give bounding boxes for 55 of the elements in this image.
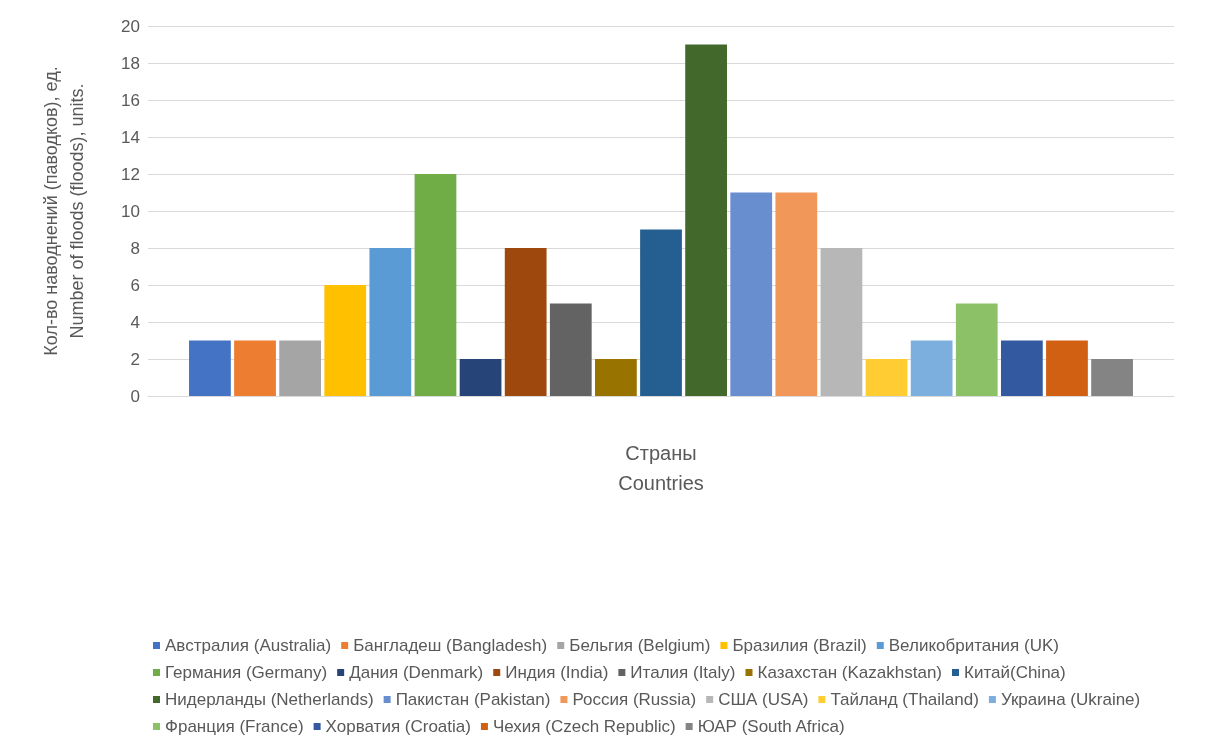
- y-tick-label: 14: [121, 127, 140, 147]
- legend-label: Бельгия (Belgium): [569, 636, 711, 655]
- legend-label: США (USA): [718, 690, 809, 709]
- legend-label: Индия (India): [505, 663, 609, 682]
- y-tick-label: 2: [130, 349, 140, 369]
- legend-label: Тайланд (Thailand): [830, 690, 979, 709]
- y-tick-label: 18: [121, 53, 140, 73]
- legend-label: Германия (Germany): [165, 663, 328, 682]
- bar: [1091, 359, 1133, 396]
- bar: [820, 248, 863, 396]
- legend-label: Австралия (Australia): [165, 636, 332, 655]
- y-tick-label: 6: [130, 275, 140, 295]
- legend-label: Пакистан (Pakistan): [395, 690, 551, 709]
- legend-label: Дания (Denmark): [349, 663, 484, 682]
- bar: [414, 174, 457, 396]
- legend-label: Казахстан (Kazakhstan): [757, 663, 943, 682]
- y-tick-label: 0: [130, 386, 140, 406]
- y-tick-label: 12: [121, 164, 140, 184]
- bar: [865, 359, 908, 396]
- y-tick-label: 4: [130, 312, 140, 332]
- legend-label: Россия (Russia): [572, 690, 697, 709]
- y-tick-label: 8: [130, 238, 140, 258]
- bar: [775, 192, 818, 396]
- legend-label: Китай(China): [964, 663, 1066, 682]
- legend-label: Украина (Ukraine): [1000, 690, 1141, 709]
- legend-label: Хорватия (Croatia): [325, 717, 471, 736]
- bar: [279, 340, 322, 396]
- bar: [324, 285, 367, 396]
- legend-label: Нидерланды (Netherlands): [165, 690, 374, 709]
- x-axis-title: Страны Countries: [618, 442, 704, 494]
- bar: [459, 359, 502, 396]
- bar: [910, 340, 953, 396]
- legend-label: Италия (Italy): [630, 663, 736, 682]
- bar: [730, 192, 773, 396]
- bar: [369, 248, 412, 396]
- legend-label: Бангладеш (Bangladesh): [353, 636, 548, 655]
- legend-label: Чехия (Czech Republic): [492, 717, 676, 736]
- legend-label: ЮАР (South Africa): [697, 717, 845, 736]
- bar: [189, 340, 231, 396]
- bar: [1046, 340, 1088, 396]
- legend-label: Великобритания (UK): [888, 636, 1059, 655]
- bar: [234, 340, 276, 396]
- bar: [1000, 340, 1043, 396]
- bar: [640, 229, 682, 396]
- y-tick-label: 20: [121, 16, 140, 36]
- bar: [504, 248, 547, 396]
- y-tick-label: 10: [121, 201, 140, 221]
- bar: [549, 303, 592, 396]
- legend-label: Бразилия (Brazil): [732, 636, 867, 655]
- bar: [595, 359, 637, 396]
- y-axis-title: Кол-во наводнений (паводков), ед. Number of floods (floods), units.: [41, 66, 87, 356]
- bar: [955, 303, 998, 396]
- y-tick-label: 16: [121, 90, 140, 110]
- bar: [685, 44, 727, 396]
- legend-label: Франция (France): [165, 717, 304, 736]
